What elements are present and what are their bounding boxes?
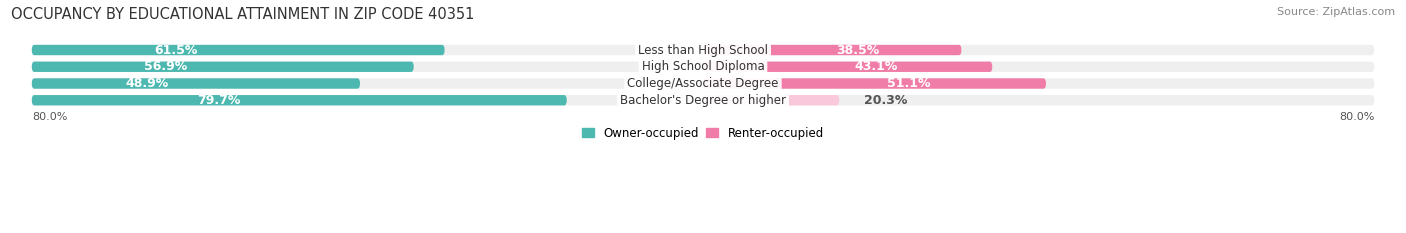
Text: College/Associate Degree: College/Associate Degree [627, 77, 779, 90]
Text: High School Diploma: High School Diploma [641, 60, 765, 73]
FancyBboxPatch shape [32, 78, 360, 89]
FancyBboxPatch shape [32, 95, 1374, 106]
Text: 80.0%: 80.0% [32, 112, 67, 122]
Text: 38.5%: 38.5% [837, 44, 880, 57]
FancyBboxPatch shape [32, 78, 1374, 89]
Text: 56.9%: 56.9% [143, 60, 187, 73]
FancyBboxPatch shape [703, 95, 839, 106]
Text: 43.1%: 43.1% [855, 60, 898, 73]
FancyBboxPatch shape [32, 95, 567, 106]
Text: 79.7%: 79.7% [197, 94, 240, 107]
FancyBboxPatch shape [32, 45, 1374, 55]
Text: Bachelor's Degree or higher: Bachelor's Degree or higher [620, 94, 786, 107]
Text: OCCUPANCY BY EDUCATIONAL ATTAINMENT IN ZIP CODE 40351: OCCUPANCY BY EDUCATIONAL ATTAINMENT IN Z… [11, 7, 475, 22]
Text: Source: ZipAtlas.com: Source: ZipAtlas.com [1277, 7, 1395, 17]
FancyBboxPatch shape [703, 78, 1046, 89]
Text: 51.1%: 51.1% [887, 77, 931, 90]
FancyBboxPatch shape [703, 62, 993, 72]
FancyBboxPatch shape [703, 45, 962, 55]
Text: Less than High School: Less than High School [638, 44, 768, 57]
Text: 20.3%: 20.3% [865, 94, 908, 107]
FancyBboxPatch shape [32, 45, 444, 55]
Text: 80.0%: 80.0% [1339, 112, 1374, 122]
FancyBboxPatch shape [32, 62, 413, 72]
Legend: Owner-occupied, Renter-occupied: Owner-occupied, Renter-occupied [578, 122, 828, 144]
FancyBboxPatch shape [32, 62, 1374, 72]
Text: 48.9%: 48.9% [125, 77, 169, 90]
Text: 61.5%: 61.5% [155, 44, 198, 57]
